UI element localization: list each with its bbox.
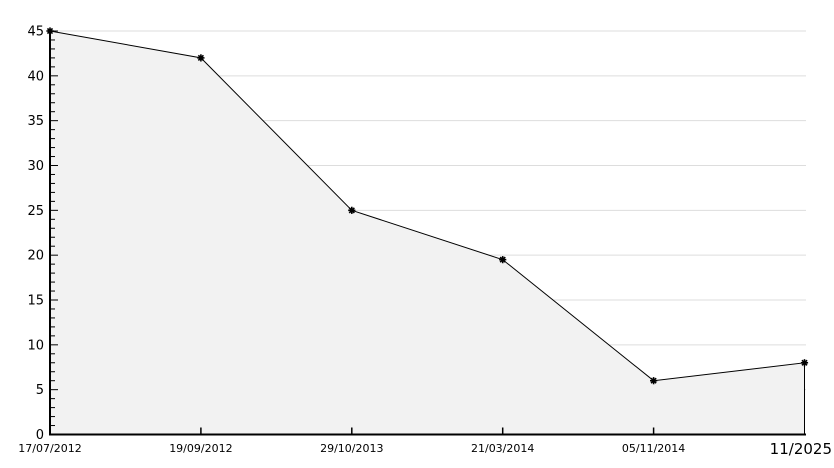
area-fill [50,31,805,435]
marker-center [48,29,52,33]
y-tick-label: 25 [27,204,44,219]
x-tick-label: 05/11/2014 [622,442,685,455]
x-tick-label: 21/03/2014 [471,442,534,455]
y-tick-label: 15 [27,294,44,309]
marker-center [500,257,505,262]
y-tick-label: 35 [27,114,44,129]
data-point-marker [197,54,205,62]
data-point-marker [800,359,809,367]
y-tick-label: 5 [36,383,44,398]
data-point-marker [499,256,507,264]
marker-center [349,208,354,213]
y-tick-label: 0 [36,428,44,443]
y-tick-label: 40 [27,69,44,84]
x-tick-label: 29/10/2013 [320,442,383,455]
marker-center [198,55,203,60]
data-point-marker [650,377,658,385]
y-tick-label: 45 [27,25,44,40]
y-tick-label: 20 [27,249,44,264]
y-tick-label: 10 [27,338,44,353]
x-tick-label: 17/07/2012 [18,442,81,455]
data-point-marker [348,206,356,214]
x-tick-label: 19/09/2012 [169,442,232,455]
data-point-marker [46,27,54,35]
x-tick-label: 11/2025 [770,440,832,458]
marker-center [802,360,807,365]
y-tick-label: 30 [27,159,44,174]
marker-center [651,378,656,383]
